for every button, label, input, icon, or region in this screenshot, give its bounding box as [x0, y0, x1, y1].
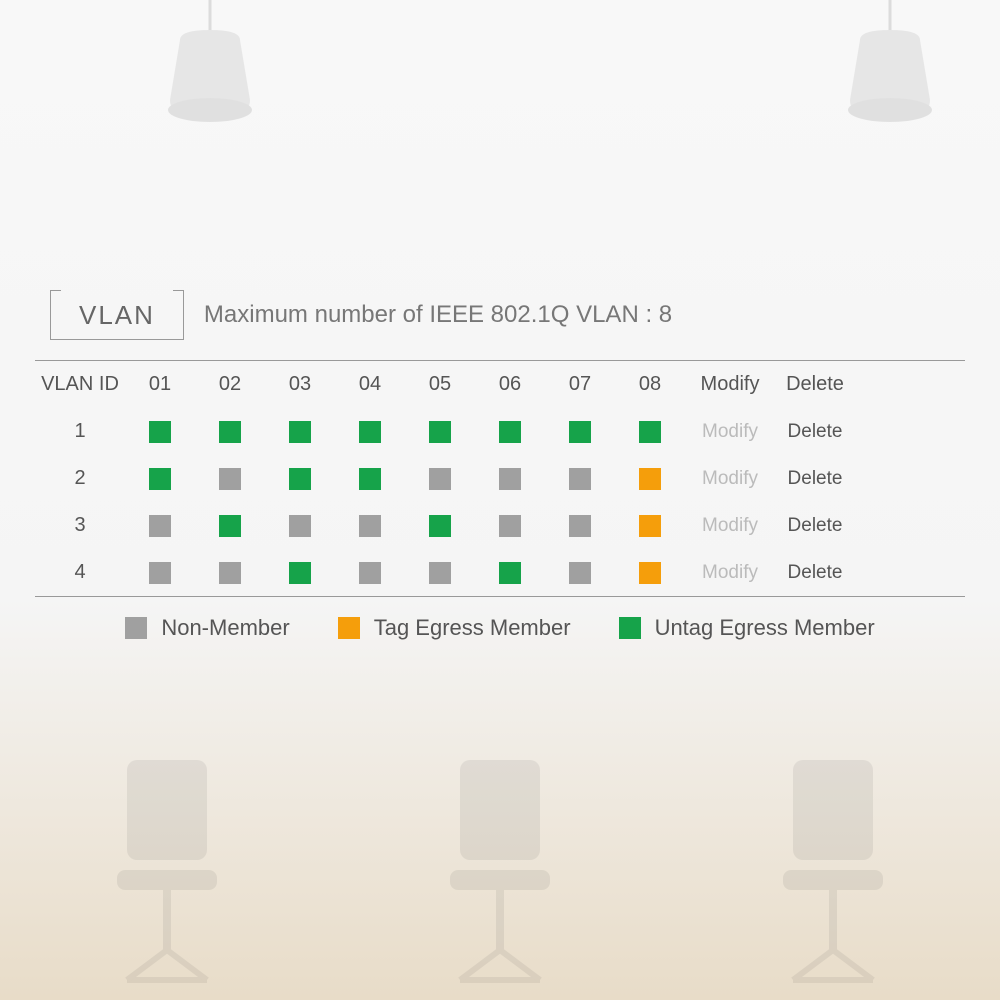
col-port-01: 01: [149, 373, 171, 396]
port-state-cell[interactable]: [289, 468, 311, 490]
col-port-04: 04: [359, 373, 381, 396]
port-state-cell[interactable]: [429, 515, 451, 537]
delete-button[interactable]: Delete: [788, 515, 843, 537]
port-state-cell[interactable]: [499, 515, 521, 537]
table-row: 1 Modify Delete: [35, 408, 965, 455]
legend-label: Non-Member: [161, 615, 289, 641]
background-office: [0, 600, 1000, 1000]
col-port-02: 02: [219, 373, 241, 396]
lamp-decoration-left: [130, 0, 290, 180]
modify-button[interactable]: Modify: [702, 421, 758, 443]
table-row: 2 Modify Delete: [35, 455, 965, 502]
modify-button[interactable]: Modify: [702, 468, 758, 490]
vlan-table: VLAN ID 01 02 03 04 05 06 07 08 Modify D…: [35, 360, 965, 597]
port-state-cell[interactable]: [359, 468, 381, 490]
port-state-cell[interactable]: [499, 421, 521, 443]
port-state-cell[interactable]: [289, 515, 311, 537]
delete-button[interactable]: Delete: [788, 421, 843, 443]
col-port-06: 06: [499, 373, 521, 396]
port-state-cell[interactable]: [359, 562, 381, 584]
table-header-row: VLAN ID 01 02 03 04 05 06 07 08 Modify D…: [35, 361, 965, 408]
table-row: 3 Modify Delete: [35, 502, 965, 549]
port-state-cell[interactable]: [359, 421, 381, 443]
legend-item: Non-Member: [125, 615, 289, 641]
port-state-cell[interactable]: [639, 468, 661, 490]
port-state-cell[interactable]: [639, 562, 661, 584]
table-row: 4 Modify Delete: [35, 549, 965, 596]
vlan-id-cell: 2: [74, 467, 85, 490]
vlan-panel: VLAN Maximum number of IEEE 802.1Q VLAN …: [35, 290, 965, 641]
col-modify: Modify: [701, 373, 760, 396]
legend: Non-Member Tag Egress Member Untag Egress …: [35, 597, 965, 641]
port-state-cell[interactable]: [149, 515, 171, 537]
modify-button[interactable]: Modify: [702, 515, 758, 537]
legend-swatch: [338, 617, 360, 639]
vlan-id-cell: 1: [74, 420, 85, 443]
delete-button[interactable]: Delete: [788, 468, 843, 490]
port-state-cell[interactable]: [569, 562, 591, 584]
port-state-cell[interactable]: [429, 468, 451, 490]
port-state-cell[interactable]: [219, 515, 241, 537]
table-body: 1ModifyDelete2ModifyDelete3ModifyDelete4…: [35, 408, 965, 596]
legend-item: Untag Egress Member: [619, 615, 875, 641]
legend-item: Tag Egress Member: [338, 615, 571, 641]
col-vlan-id: VLAN ID: [41, 373, 119, 396]
port-state-cell[interactable]: [569, 468, 591, 490]
port-state-cell[interactable]: [219, 468, 241, 490]
vlan-id-cell: 4: [74, 561, 85, 584]
port-state-cell[interactable]: [569, 515, 591, 537]
col-delete: Delete: [786, 373, 844, 396]
port-state-cell[interactable]: [569, 421, 591, 443]
port-state-cell[interactable]: [499, 468, 521, 490]
legend-label: Untag Egress Member: [655, 615, 875, 641]
lamp-decoration-right: [810, 0, 970, 180]
port-state-cell[interactable]: [359, 515, 381, 537]
panel-header: VLAN Maximum number of IEEE 802.1Q VLAN …: [35, 290, 965, 340]
port-state-cell[interactable]: [149, 562, 171, 584]
port-state-cell[interactable]: [429, 562, 451, 584]
panel-subtitle: Maximum number of IEEE 802.1Q VLAN : 8: [204, 301, 672, 329]
port-state-cell[interactable]: [219, 562, 241, 584]
col-port-05: 05: [429, 373, 451, 396]
vlan-id-cell: 3: [74, 514, 85, 537]
vlan-badge: VLAN: [50, 290, 184, 340]
port-state-cell[interactable]: [639, 421, 661, 443]
delete-button[interactable]: Delete: [788, 562, 843, 584]
col-port-07: 07: [569, 373, 591, 396]
port-state-cell[interactable]: [639, 515, 661, 537]
modify-button[interactable]: Modify: [702, 562, 758, 584]
port-state-cell[interactable]: [289, 562, 311, 584]
col-port-03: 03: [289, 373, 311, 396]
col-port-08: 08: [639, 373, 661, 396]
legend-swatch: [125, 617, 147, 639]
port-state-cell[interactable]: [429, 421, 451, 443]
port-state-cell[interactable]: [149, 421, 171, 443]
legend-swatch: [619, 617, 641, 639]
legend-label: Tag Egress Member: [374, 615, 571, 641]
port-state-cell[interactable]: [499, 562, 521, 584]
port-state-cell[interactable]: [219, 421, 241, 443]
port-state-cell[interactable]: [149, 468, 171, 490]
port-state-cell[interactable]: [289, 421, 311, 443]
